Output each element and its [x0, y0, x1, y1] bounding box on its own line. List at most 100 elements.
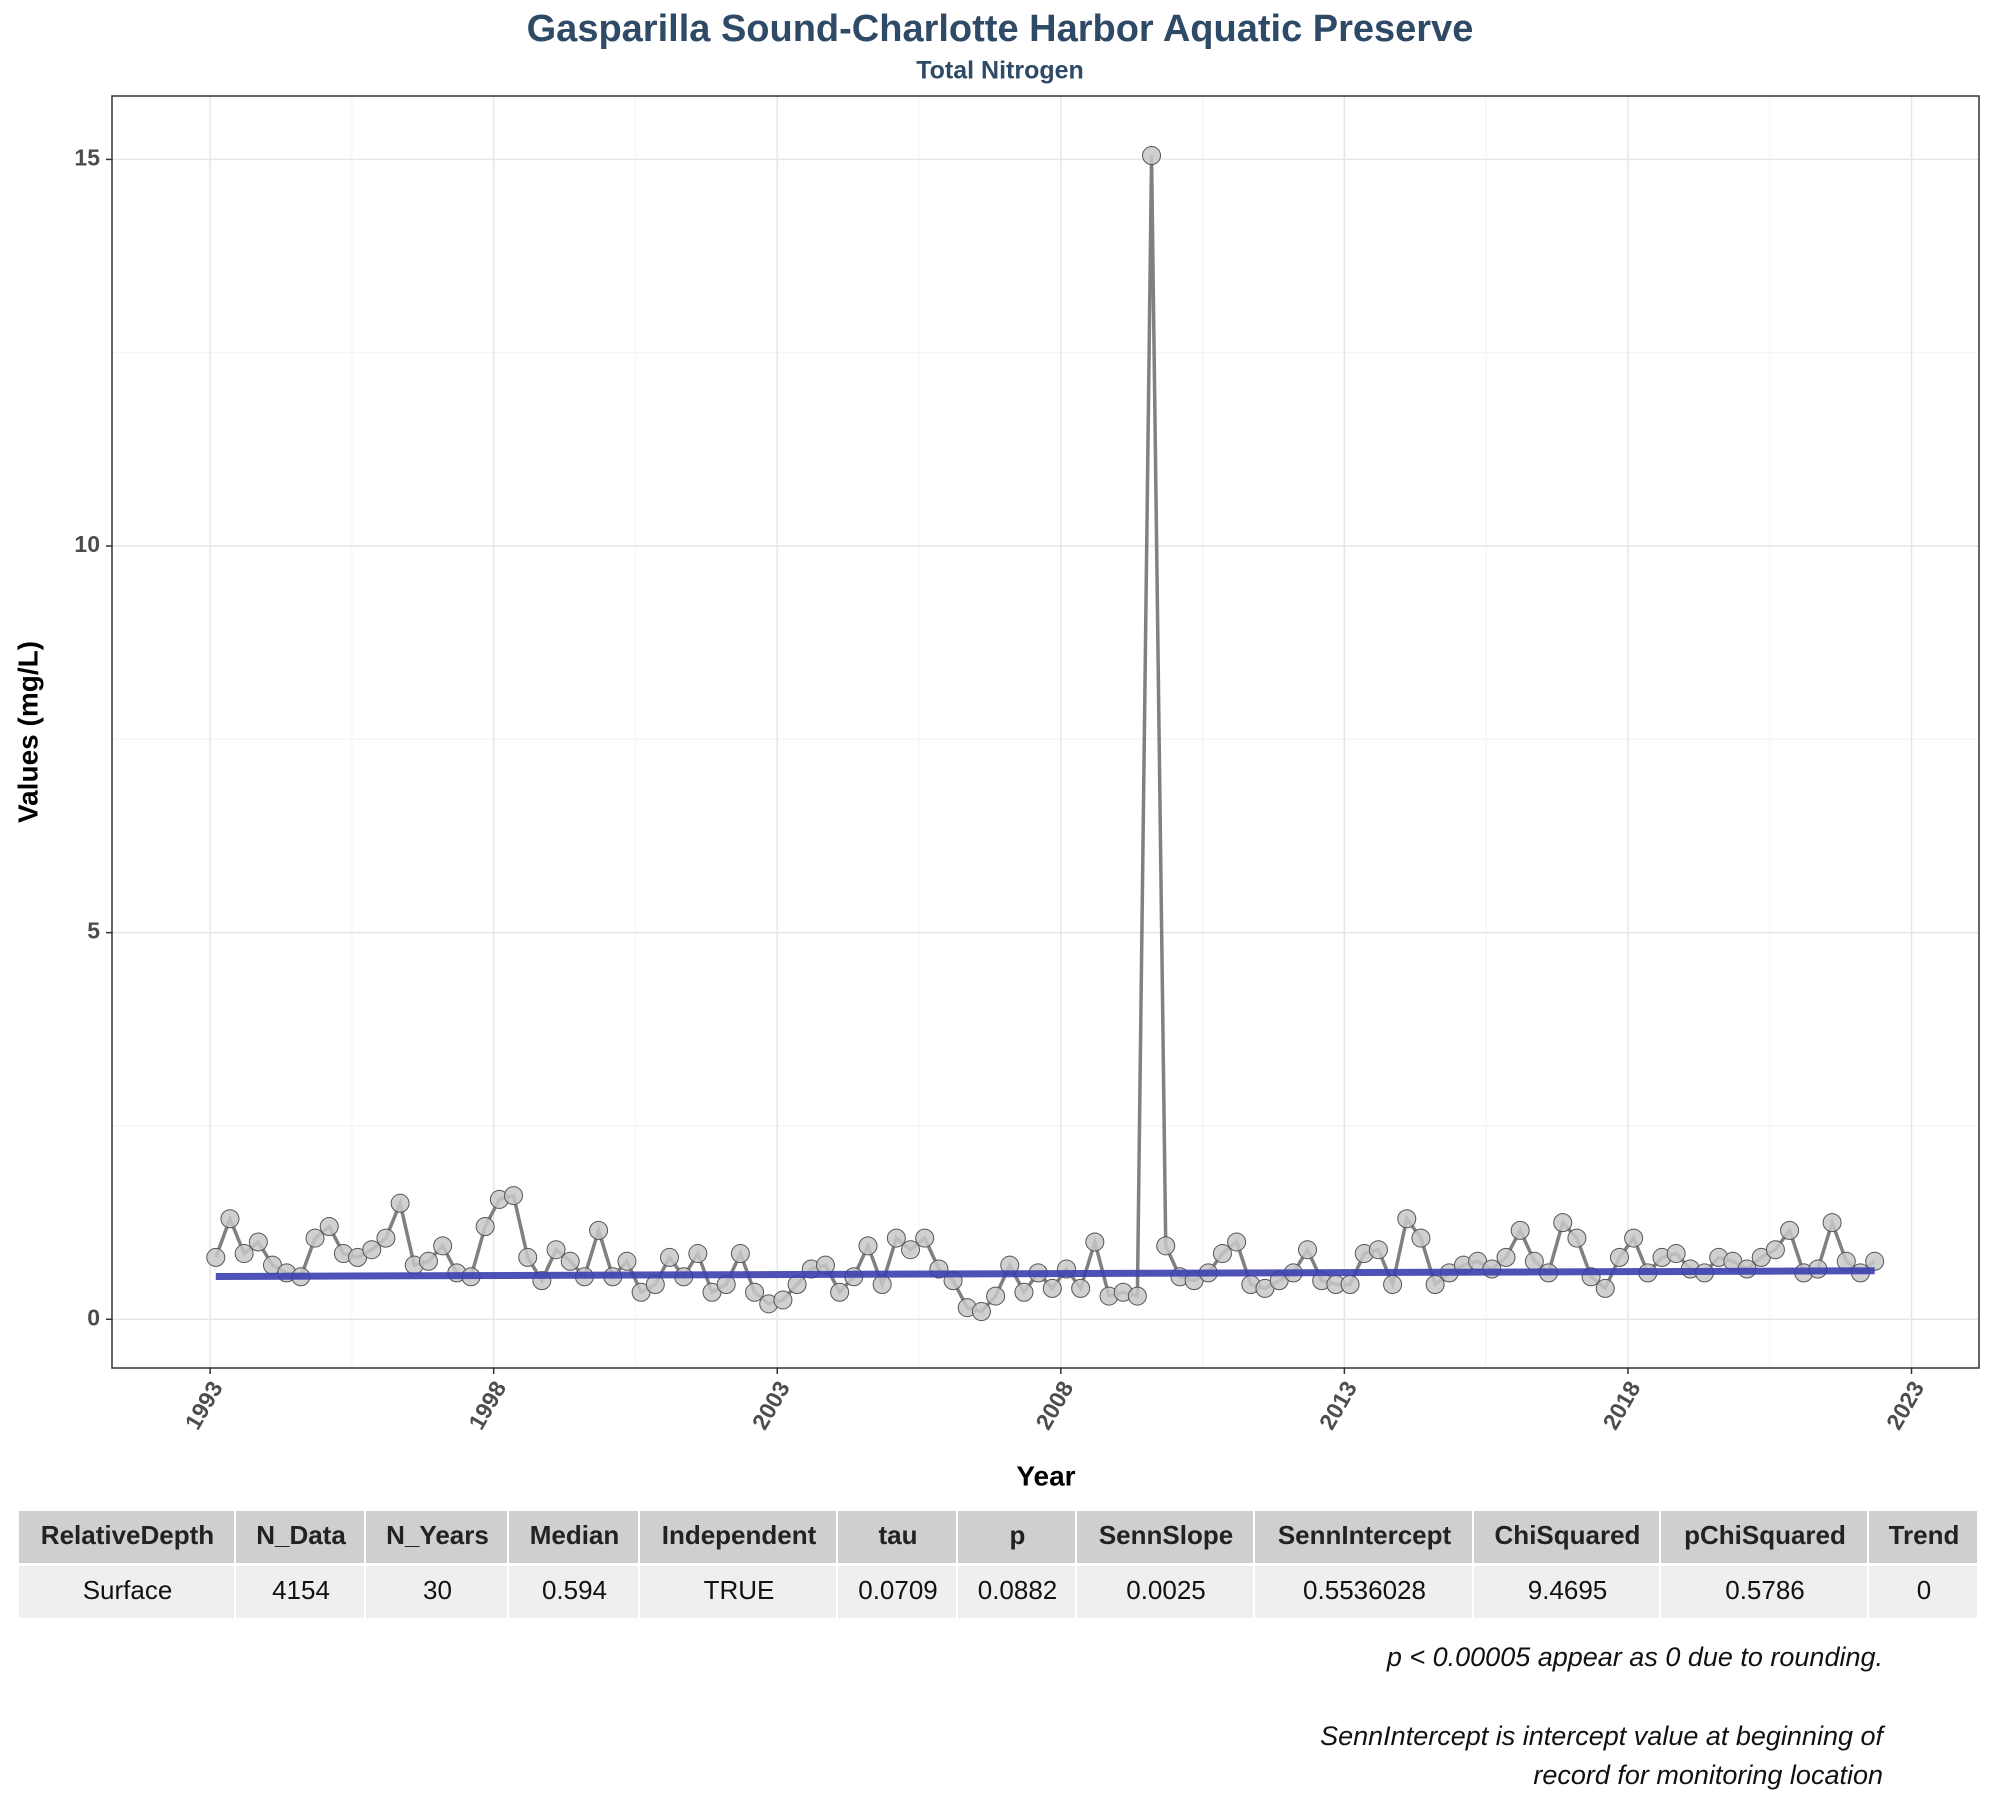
data-point: [1595, 1278, 1615, 1298]
table-cell-text: 0.0882: [978, 1575, 1058, 1605]
data-point: [1567, 1228, 1587, 1248]
data-point: [1666, 1244, 1686, 1264]
data-point: [1042, 1278, 1062, 1298]
data-point: [971, 1302, 991, 1322]
data-point: [787, 1274, 807, 1294]
table-cell-text: 30: [423, 1575, 452, 1605]
data-point: [220, 1209, 240, 1229]
data-point: [362, 1240, 382, 1260]
data-point: [376, 1228, 396, 1248]
data-point: [504, 1186, 524, 1206]
table-header-cell: [236, 1511, 364, 1563]
trend-line: [215, 1267, 1875, 1280]
data-point: [1822, 1213, 1842, 1233]
data-point: [901, 1240, 921, 1260]
data-point: [730, 1244, 750, 1264]
data-point: [858, 1236, 878, 1256]
data-point: [1397, 1209, 1417, 1229]
data-point: [745, 1282, 765, 1302]
data-point: [1212, 1244, 1232, 1264]
table-header-cell: [838, 1511, 956, 1563]
data-point: [872, 1274, 892, 1294]
table-header-cell: [1661, 1511, 1867, 1563]
data-point: [1865, 1251, 1885, 1271]
table-cell-text: 0.0709: [858, 1575, 938, 1605]
chart-title: Gasparilla Sound-Charlotte Harbor Aquati…: [527, 8, 1474, 50]
plot-border: [111, 95, 1980, 1369]
data-point: [1298, 1240, 1318, 1260]
table-cell: [1255, 1566, 1472, 1618]
table-header-text: SennSlope: [1099, 1520, 1233, 1550]
footnote: p < 0.00005 appear as 0 due to rounding.: [1386, 1642, 1883, 1672]
table-header-text: ChiSquared: [1495, 1520, 1641, 1550]
footnote: SennIntercept is intercept value at begi…: [1320, 1721, 1885, 1751]
table-header-cell: [1869, 1511, 1977, 1563]
footnote: record for monitoring location: [1533, 1760, 1883, 1790]
data-point: [986, 1286, 1006, 1306]
data-point: [1014, 1282, 1034, 1302]
data-point: [1496, 1247, 1516, 1267]
table-header-cell: [1077, 1511, 1253, 1563]
data-point: [319, 1216, 339, 1236]
table-header-text: N_Data: [256, 1520, 346, 1550]
table-header-text: Independent: [662, 1520, 817, 1550]
table-header-cell: [509, 1511, 638, 1563]
data-point: [206, 1247, 226, 1267]
data-point: [886, 1228, 906, 1248]
x-tick-label: 1993: [180, 1377, 228, 1434]
table-header-text: p: [1010, 1520, 1026, 1550]
x-tick-label: 2008: [1030, 1376, 1078, 1433]
table-cell: [1869, 1566, 1977, 1618]
table-header-cell: [958, 1511, 1075, 1563]
table-cell-text: 0.594: [542, 1575, 607, 1605]
data-point: [560, 1251, 580, 1271]
data-point: [830, 1282, 850, 1302]
data-point: [1085, 1232, 1105, 1252]
y-tick-label: 15: [74, 144, 100, 170]
data-point: [546, 1240, 566, 1260]
data-point: [1553, 1213, 1573, 1233]
table-cell: [509, 1566, 638, 1618]
table-cell: [640, 1566, 836, 1618]
table-cell-text: TRUE: [704, 1575, 775, 1605]
x-tick-label: 2018: [1597, 1376, 1645, 1433]
table-header-text: N_Years: [386, 1520, 489, 1550]
table-header-text: Trend: [1889, 1520, 1960, 1550]
y-axis-title: Values (mg/L): [12, 641, 43, 823]
data-point: [915, 1228, 935, 1248]
data-point: [1624, 1228, 1644, 1248]
data-point: [617, 1251, 637, 1271]
table-cell-text: 0.5536028: [1303, 1575, 1426, 1605]
table-cell-text: 0.0025: [1126, 1575, 1206, 1605]
data-point: [1368, 1240, 1388, 1260]
data-point: [1142, 146, 1162, 166]
y-tick-label: 0: [87, 1304, 100, 1330]
data-point: [1383, 1274, 1403, 1294]
table-cell: [958, 1566, 1075, 1618]
table-header-cell: [366, 1511, 507, 1563]
table-header-cell: [19, 1511, 234, 1563]
data-point: [518, 1247, 538, 1267]
table-header-cell: [640, 1511, 836, 1563]
table-header-text: tau: [879, 1520, 918, 1550]
y-tick-label: 10: [74, 531, 100, 557]
table-header-text: RelativeDepth: [41, 1520, 214, 1550]
chart-subtitle: Total Nitrogen: [916, 57, 1084, 85]
data-point: [418, 1251, 438, 1271]
data-point: [305, 1228, 325, 1248]
data-point: [1780, 1220, 1800, 1240]
table-cell: [1474, 1566, 1659, 1618]
data-line: [214, 155, 1876, 1314]
data-point: [1765, 1240, 1785, 1260]
data-point: [1510, 1220, 1530, 1240]
data-point: [1156, 1236, 1176, 1256]
data-point: [234, 1244, 254, 1264]
data-point: [688, 1244, 708, 1264]
table-cell: [19, 1566, 234, 1618]
table-header-text: Median: [530, 1520, 620, 1550]
table-cell: [236, 1566, 364, 1618]
table-header-text: SennIntercept: [1278, 1520, 1452, 1550]
x-tick-label: 1998: [463, 1376, 511, 1433]
